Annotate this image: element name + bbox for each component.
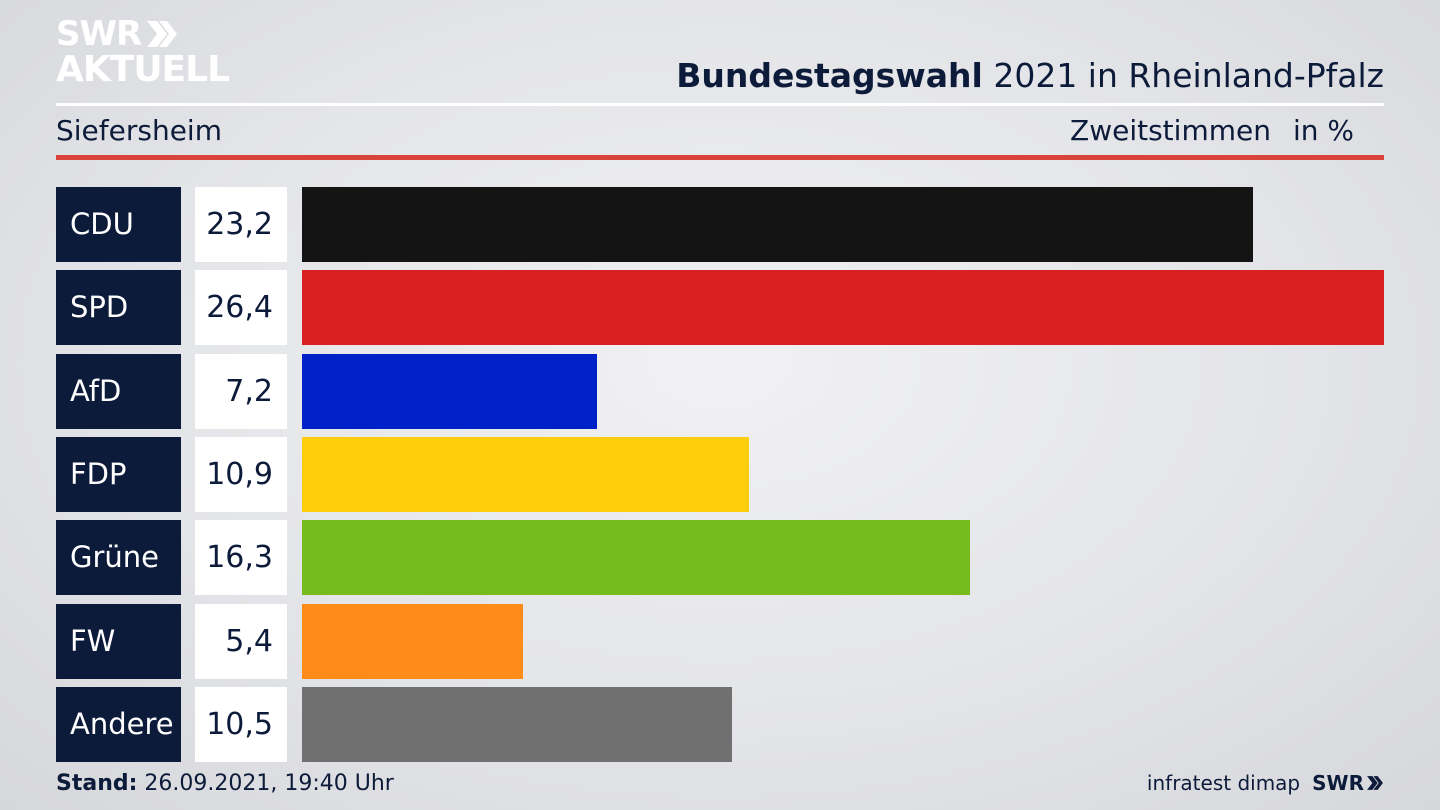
header-divider: [56, 103, 1384, 106]
party-label: SPD: [56, 270, 181, 345]
bar: [302, 687, 732, 762]
metric-unit: in %: [1292, 114, 1354, 147]
timestamp-value: 26.09.2021, 19:40 Uhr: [137, 771, 394, 796]
footer-credits: infratest dimap SWR: [1147, 771, 1384, 795]
place-name: Siefersheim: [56, 114, 222, 147]
timestamp: Stand: 26.09.2021, 19:40 Uhr: [56, 771, 394, 796]
title-rest: 2021 in Rheinland-Pfalz: [982, 56, 1384, 95]
value-label: 16,3: [195, 520, 287, 595]
value-label: 10,5: [195, 687, 287, 762]
party-label: Grüne: [56, 520, 181, 595]
chevron-double-right-icon: [147, 21, 178, 47]
swr-small-logo: SWR: [1312, 771, 1384, 795]
bar: [302, 187, 1253, 262]
party-label: AfD: [56, 354, 181, 429]
party-label: FDP: [56, 437, 181, 512]
party-label: FW: [56, 604, 181, 679]
swr-aktuell-logo: SWR AKTUELL: [56, 14, 230, 90]
metric-name: Zweitstimmen: [1070, 114, 1271, 147]
value-label: 26,4: [195, 270, 287, 345]
bar: [302, 604, 523, 679]
accent-divider: [56, 155, 1384, 160]
bar: [302, 520, 970, 595]
timestamp-label: Stand:: [56, 771, 138, 796]
party-label: Andere: [56, 687, 181, 762]
value-label: 7,2: [195, 354, 287, 429]
chart-title: Bundestagswahl 2021 in Rheinland-Pfalz: [676, 56, 1384, 95]
bar: [302, 270, 1384, 345]
source-label: infratest dimap: [1146, 771, 1301, 795]
value-label: 23,2: [195, 187, 287, 262]
bar: [302, 354, 597, 429]
value-label: 10,9: [195, 437, 287, 512]
title-bold: Bundestagswahl: [676, 56, 983, 95]
swr-small-text: SWR: [1312, 771, 1364, 795]
bar: [302, 437, 749, 512]
value-label: 5,4: [195, 604, 287, 679]
party-label: CDU: [56, 187, 181, 262]
chevron-double-right-icon: [1367, 776, 1383, 790]
logo-aktuell-text: AKTUELL: [56, 49, 230, 90]
logo-swr-text: SWR: [56, 14, 142, 54]
metric-label: Zweitstimmen in %: [1070, 114, 1354, 147]
